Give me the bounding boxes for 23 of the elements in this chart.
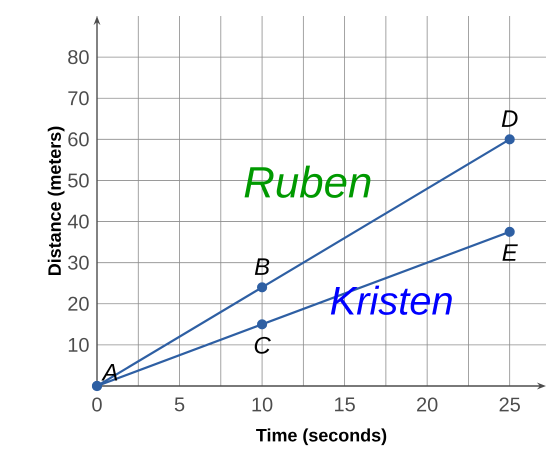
- x-tick-label: 5: [174, 397, 184, 412]
- annotation: A: [101, 364, 118, 380]
- x-tick-label: 25: [500, 398, 520, 412]
- y-tick-label: 20: [68, 296, 89, 311]
- y-tick-label: 40: [68, 214, 89, 229]
- x-axis-title: Time (seconds): [256, 428, 386, 446]
- y-tick-label: 80: [68, 50, 89, 64]
- x-tick-label: 20: [417, 398, 438, 412]
- x-tick-label: 0: [92, 398, 102, 412]
- y-tick-label: 30: [68, 256, 89, 270]
- y-tick-label: 10: [68, 338, 89, 352]
- annotation: C: [254, 336, 271, 354]
- series-label: Kristen: [330, 286, 452, 315]
- x-tick-label: 15: [335, 397, 355, 412]
- x-tick-label: 10: [252, 398, 272, 412]
- y-tick-label: 70: [68, 91, 89, 106]
- y-tick-label: 60: [68, 132, 89, 146]
- y-tick-label: 50: [68, 173, 89, 188]
- annotation: D: [502, 110, 518, 127]
- y-axis-title: Distance (meters): [48, 126, 64, 276]
- annotation: B: [254, 258, 270, 275]
- series-label: Ruben: [244, 166, 370, 198]
- annotation: E: [502, 244, 518, 261]
